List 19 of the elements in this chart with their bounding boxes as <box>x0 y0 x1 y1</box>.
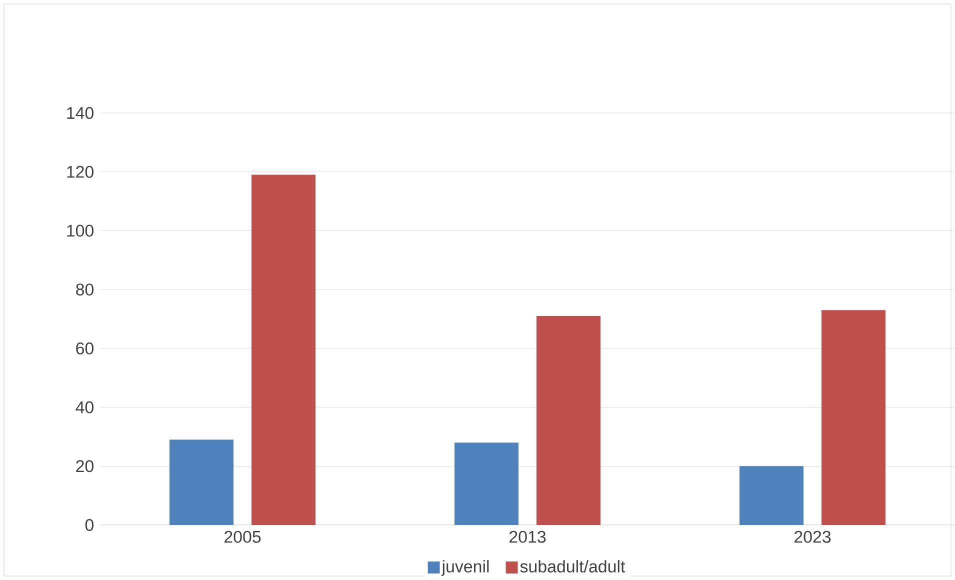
y-tick-label: 100 <box>67 224 94 237</box>
y-tick-label: 20 <box>76 460 94 472</box>
legend-label: juvenil <box>441 560 489 576</box>
bar <box>252 174 316 525</box>
y-tick-label: 120 <box>67 166 94 178</box>
x-tick-label: 2023 <box>794 530 831 543</box>
y-tick-label: 140 <box>67 107 94 119</box>
y-tick-label: 0 <box>85 519 94 531</box>
legend-label: subadult/adult <box>520 560 626 573</box>
y-tick-label: 60 <box>76 342 94 354</box>
bar <box>454 442 519 525</box>
bar <box>740 466 804 525</box>
x-tick-label: 2005 <box>224 530 261 543</box>
bar <box>536 316 601 525</box>
bar <box>822 310 886 525</box>
y-tick-label: 40 <box>76 401 94 414</box>
x-tick-label: 2013 <box>510 530 546 543</box>
y-tick-label: 80 <box>76 284 94 296</box>
bar <box>170 440 234 525</box>
